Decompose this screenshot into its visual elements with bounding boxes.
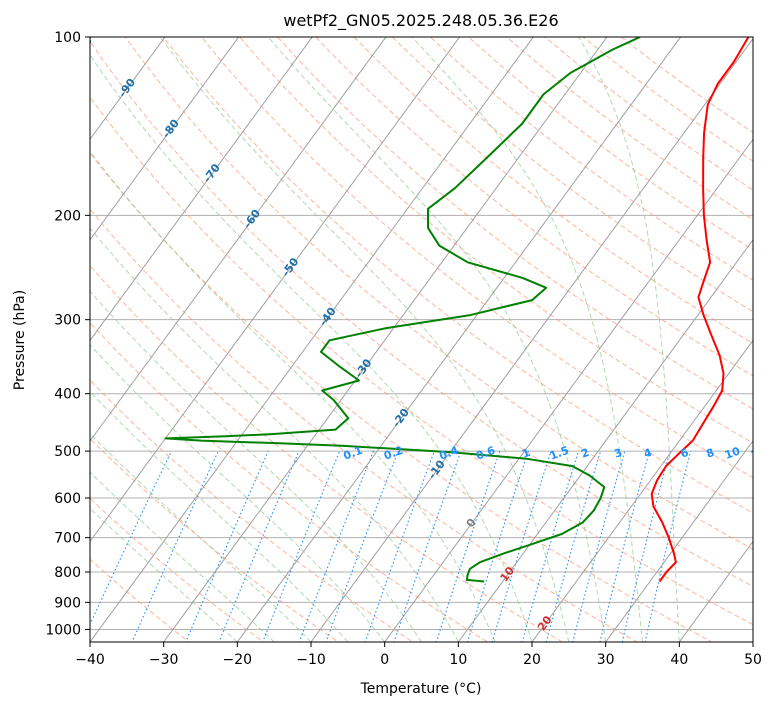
moist-adiabat (411, 37, 643, 642)
isotherm (678, 540, 753, 642)
x-tick-label: −40 (75, 652, 105, 668)
isotherm (90, 37, 461, 543)
dry-adiabat (90, 152, 713, 642)
y-axis-title: Pressure (hPa) (12, 290, 28, 390)
dry-adiabat (90, 208, 639, 642)
mixing-ratio-label: 4 (642, 446, 654, 461)
dry-adiabat (90, 40, 753, 588)
mixing-ratio-label: 3 (612, 446, 624, 461)
x-axis-title: Temperature (°C) (360, 681, 482, 697)
x-tick-label: 10 (449, 652, 467, 668)
isotherm (90, 37, 387, 442)
mixing-ratio-label: 0.1 (342, 444, 365, 463)
y-tick-label: 300 (54, 313, 81, 329)
mixing-ratio-label: 6 (679, 446, 691, 461)
isotherm (605, 440, 753, 642)
temperature-profile (650, 37, 750, 583)
y-axis-ticks: 100 200 300 400 500 600 700 800 900 1000 (45, 30, 90, 638)
profile-series (164, 37, 750, 583)
isotherm (90, 37, 534, 642)
dry-adiabat (90, 438, 340, 642)
chart-title: wetPf2_GN05.2025.248.05.36.E26 (283, 11, 558, 31)
dry-adiabat (90, 558, 190, 642)
plot-area: -100-90-80-70-60-50-40-30-20-10010203040… (90, 37, 768, 642)
x-tick-label: −30 (149, 652, 179, 668)
dry-adiabat (90, 379, 414, 642)
x-axis-ticks: −40 −30 −20 −10 0 10 20 30 40 50 (75, 642, 762, 668)
y-tick-label: 200 (54, 208, 81, 224)
dry-adiabat (90, 96, 753, 626)
y-tick-label: 1000 (45, 622, 81, 638)
x-tick-label: 20 (523, 652, 541, 668)
dry-adiabat (90, 264, 564, 642)
mixing-ratio-label: 2 (579, 446, 591, 461)
dewpoint-profile (164, 37, 641, 583)
moist-adiabats (90, 37, 680, 642)
dry-adiabat (124, 37, 753, 550)
mixing-ratio-line (90, 450, 172, 626)
moist-adiabat (90, 391, 349, 642)
mixing-ratio-line (393, 450, 462, 642)
mixing-ratio-label: 0.4 (437, 444, 460, 463)
x-tick-label: −20 (223, 652, 253, 668)
mixing-ratio-line (218, 450, 300, 642)
dry-adiabat (201, 37, 753, 479)
x-tick-label: 40 (670, 652, 688, 668)
moist-adiabat (267, 37, 607, 642)
mixing-ratio-label: 13 (749, 445, 768, 462)
y-tick-label: 900 (54, 595, 81, 611)
isotherm (531, 339, 753, 642)
y-tick-label: 100 (54, 30, 81, 46)
dry-adiabat (90, 321, 489, 642)
y-tick-label: 400 (54, 387, 81, 403)
y-tick-label: 500 (54, 444, 81, 460)
isotherm (90, 37, 313, 342)
dry-adiabats (90, 37, 753, 642)
isotherm (310, 37, 753, 642)
isotherm (90, 37, 240, 241)
mixing-ratio-line (599, 450, 651, 642)
mixing-ratio-line (262, 450, 341, 642)
y-tick-label: 600 (54, 491, 81, 507)
mixing-ratio-label: 0.6 (474, 444, 497, 463)
dry-adiabat (162, 37, 753, 514)
isotherm (457, 238, 753, 642)
mixing-ratio-line (545, 450, 602, 642)
mixing-ratio-label: 8 (705, 446, 717, 461)
x-tick-label: 0 (380, 652, 389, 668)
moist-adiabat (90, 290, 422, 642)
isotherm (384, 138, 753, 642)
mixing-ratio-label: 1.5 (548, 444, 571, 463)
mixing-ratio-line (644, 450, 692, 642)
moist-adiabat (159, 37, 570, 642)
plot-frame (89, 36, 754, 643)
mixing-ratio-label: 10 (723, 444, 742, 462)
mixing-ratio-line (621, 450, 671, 642)
moist-adiabat (90, 227, 459, 642)
moist-adiabat (578, 37, 680, 642)
skewed-isotherms (90, 37, 753, 642)
isotherm (163, 37, 608, 642)
moist-adiabat (90, 54, 533, 642)
x-tick-label: 50 (744, 652, 762, 668)
y-tick-label: 700 (54, 531, 81, 547)
dry-adiabat (353, 37, 753, 345)
moist-adiabat (90, 150, 496, 642)
isotherm (236, 37, 682, 642)
dry-adiabat (315, 37, 753, 377)
x-tick-label: 30 (597, 652, 615, 668)
mixing-ratio-label: 1 (520, 446, 532, 461)
mixing-ratio-label: 0.2 (382, 444, 405, 463)
x-tick-label: −10 (296, 652, 326, 668)
y-tick-label: 800 (54, 565, 81, 581)
isotherm (90, 37, 166, 141)
mixing-ratio-line (521, 450, 580, 642)
mixing-ratio-line (435, 450, 501, 642)
mixing-ratio-line (572, 450, 626, 642)
